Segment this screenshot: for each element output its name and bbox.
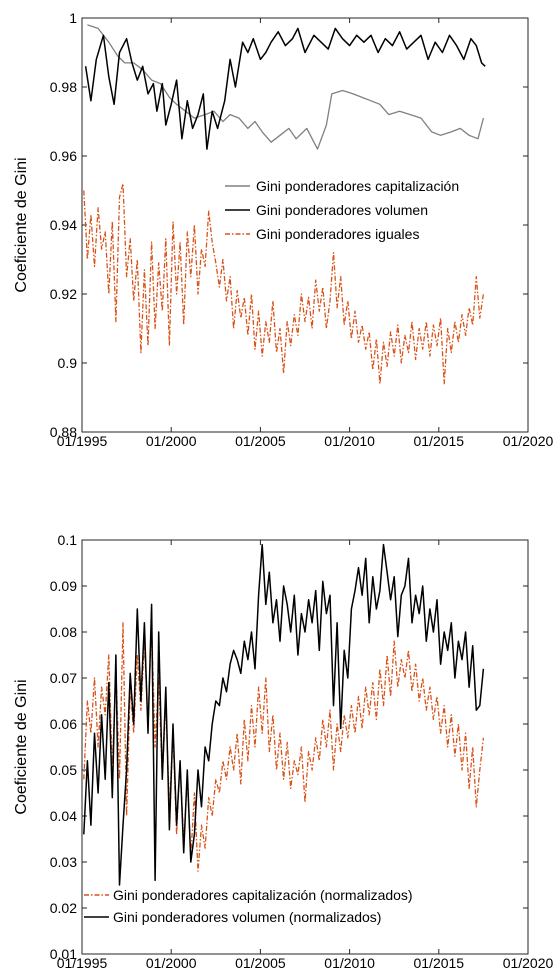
legend-label-0: Gini ponderadores capitalización	[256, 178, 459, 194]
y-tick-label: 0.96	[50, 148, 77, 164]
y-tick-label: 0.09	[50, 578, 77, 594]
y-tick-label: 0.03	[50, 854, 77, 870]
y-tick-label: 0.92	[50, 286, 77, 302]
y-tick-label: 0.98	[50, 79, 77, 95]
series-line-2	[83, 182, 485, 385]
series-line-1	[83, 543, 485, 886]
y-tick-label: 0.01	[50, 946, 77, 962]
x-tick-label: 01/2015	[413, 433, 464, 449]
y-tick-label: 0.9	[58, 355, 78, 371]
y-axis-label: Coeficiente de Gini	[13, 679, 30, 814]
series-line-0	[87, 24, 485, 150]
y-tick-label: 0.88	[50, 424, 77, 440]
x-tick-label: 01/2000	[146, 955, 197, 971]
x-tick-label: 01/2010	[324, 433, 375, 449]
x-tick-label: 01/2015	[413, 955, 464, 971]
x-tick-label: 01/2005	[235, 955, 286, 971]
y-tick-label: 0.02	[50, 900, 77, 916]
y-tick-label: 0.05	[50, 762, 77, 778]
y-tick-label: 0.94	[50, 217, 77, 233]
y-tick-label: 1	[69, 10, 77, 26]
y-axis-label: Coeficiente de Gini	[13, 157, 30, 292]
chart-bottom: 01/1995 01/2000 01/2005 01/2010 01/2015 01/20…	[13, 532, 554, 971]
y-tick-label: 0.1	[58, 532, 78, 548]
x-tick-label: 01/1995	[57, 433, 108, 449]
legend-label-0: Gini ponderadores capitalización (normal…	[113, 887, 413, 903]
x-tick-label: 01/2020	[503, 433, 554, 449]
y-tick-label: 0.07	[50, 670, 77, 686]
series-line-1	[84, 27, 486, 150]
chart-top: 01/1995 01/2000 01/2005 01/2010 01/2015 01/20…	[13, 10, 554, 449]
y-tick-label: 0.08	[50, 624, 77, 640]
x-tick-label: 01/2020	[503, 955, 554, 971]
x-tick-label: 01/1995	[57, 955, 108, 971]
x-tick-label: 01/2010	[324, 955, 375, 971]
x-tick-label: 01/2005	[235, 433, 286, 449]
x-tick-label: 01/2000	[146, 433, 197, 449]
y-tick-label: 0.04	[50, 808, 77, 824]
y-tick-label: 0.06	[50, 716, 77, 732]
legend-label-1: Gini ponderadores volumen	[256, 202, 428, 218]
legend-label-1: Gini ponderadores volumen (normalizados)	[113, 909, 381, 925]
legend-label-2: Gini ponderadores iguales	[256, 226, 419, 242]
plot-area-frame	[81, 539, 529, 955]
